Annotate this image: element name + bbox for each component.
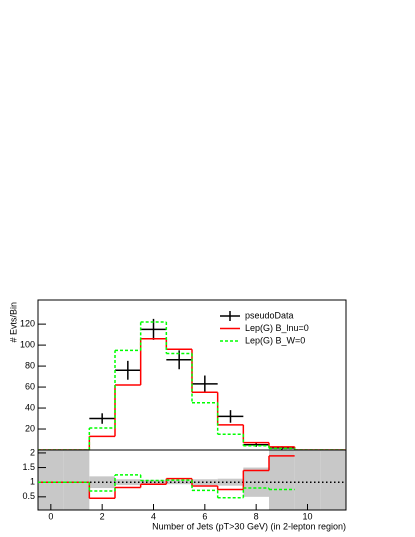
legend-label: pseudoData xyxy=(245,310,294,320)
uncertainty-band xyxy=(115,479,141,486)
plot-frame xyxy=(37,449,347,511)
uncertainty-band xyxy=(38,450,64,510)
y-axis-label: # Evts/Bin xyxy=(8,302,18,343)
x-tick-label: 4 xyxy=(151,511,156,521)
y-tick-label: 100 xyxy=(20,339,35,349)
y-tick-label: 1 xyxy=(30,477,35,487)
legend-label: Lep(G) B_W=0 xyxy=(245,335,305,345)
x-axis-label: Number of Jets (pT>30 GeV) (in 2-lepton … xyxy=(152,521,346,531)
y-tick-label: 2 xyxy=(30,447,35,457)
uncertainty-band xyxy=(320,450,346,510)
x-tick-label: 2 xyxy=(100,511,105,521)
uncertainty-band xyxy=(192,479,218,486)
legend-label: Lep(G) B_lnu=0 xyxy=(245,323,309,333)
y-tick-label: 40 xyxy=(25,402,35,412)
y-tick-label: 0.5 xyxy=(22,491,35,501)
y-tick-label: 1.5 xyxy=(22,462,35,472)
uncertainty-band xyxy=(269,450,295,510)
y-tick-label: 20 xyxy=(25,423,35,433)
uncertainty-band xyxy=(294,450,321,510)
x-tick-label: 0 xyxy=(48,511,53,521)
uncertainty-band xyxy=(140,479,167,485)
y-tick-label: 120 xyxy=(20,319,35,329)
y-tick-label: 60 xyxy=(25,381,35,391)
x-tick-label: 6 xyxy=(202,511,207,521)
uncertainty-band xyxy=(63,450,90,510)
uncertainty-band xyxy=(243,467,269,497)
y-tick-label: 80 xyxy=(25,360,35,370)
x-tick-label: 8 xyxy=(254,511,259,521)
x-tick-label: 10 xyxy=(302,511,312,521)
